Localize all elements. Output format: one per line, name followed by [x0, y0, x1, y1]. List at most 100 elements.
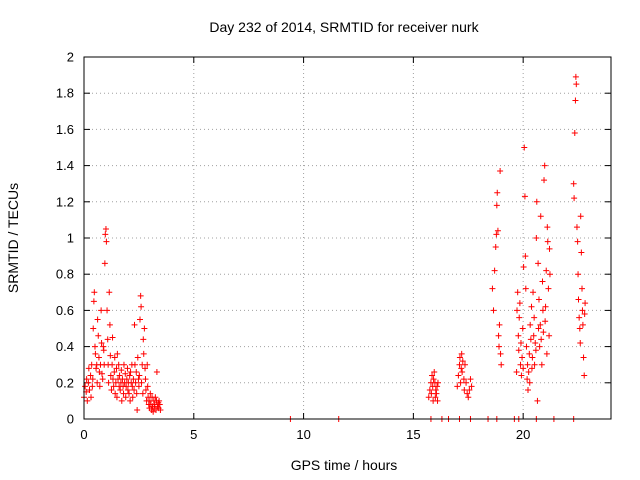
- y-axis-title: SRMTID / TECUs: [5, 183, 21, 293]
- data-point-marker: [102, 225, 109, 232]
- data-point-marker: [490, 307, 497, 314]
- x-tick-label: 10: [296, 427, 310, 442]
- data-point-marker: [534, 397, 541, 404]
- data-point-marker: [519, 354, 526, 361]
- data-point-marker: [91, 289, 98, 296]
- data-point-marker: [495, 332, 502, 339]
- data-point-marker: [574, 238, 581, 245]
- data-point-marker: [426, 387, 433, 394]
- data-point-marker: [86, 387, 93, 394]
- data-point-marker: [524, 361, 531, 368]
- data-point-marker: [120, 361, 127, 368]
- data-point-marker: [137, 292, 144, 299]
- x-tick-label: 0: [80, 427, 87, 442]
- data-point-marker: [131, 361, 138, 368]
- data-point-marker: [98, 339, 105, 346]
- data-point-marker: [538, 361, 545, 368]
- data-point-marker: [576, 325, 583, 332]
- data-point-marker: [522, 285, 529, 292]
- data-point-marker: [122, 370, 129, 377]
- data-point-marker: [581, 311, 588, 318]
- data-point-marker: [147, 390, 154, 397]
- data-point-marker: [539, 278, 546, 285]
- data-point-marker: [572, 73, 579, 80]
- data-point-marker: [120, 390, 127, 397]
- data-point-marker: [514, 289, 521, 296]
- data-point-marker: [105, 379, 112, 386]
- data-point-marker: [127, 397, 134, 404]
- data-point-marker: [156, 401, 163, 408]
- data-point-marker: [492, 244, 499, 251]
- data-point-marker: [144, 383, 151, 390]
- data-point-marker: [94, 316, 101, 323]
- y-tick-label: 1.8: [56, 86, 74, 101]
- data-point-marker: [84, 397, 91, 404]
- data-point-marker: [98, 307, 105, 314]
- data-point-marker: [459, 358, 466, 365]
- data-point-marker: [527, 321, 534, 328]
- data-point-marker: [101, 260, 108, 267]
- plot-frame: [83, 56, 612, 420]
- data-point-marker: [578, 249, 585, 256]
- data-point-marker: [102, 231, 109, 238]
- data-point-marker: [468, 383, 475, 390]
- y-tick-label: 1.4: [56, 158, 74, 173]
- data-point-marker: [140, 336, 147, 343]
- data-point-marker: [522, 253, 529, 260]
- data-point-marker: [106, 289, 113, 296]
- data-point-marker: [103, 238, 110, 245]
- grid: [84, 57, 611, 419]
- data-point-marker: [461, 361, 468, 368]
- data-point-marker: [134, 406, 141, 413]
- data-point-marker: [142, 376, 149, 383]
- data-point-marker: [93, 365, 100, 372]
- data-point-marker: [83, 376, 90, 383]
- data-point-marker: [458, 350, 465, 357]
- data-point-marker: [134, 354, 141, 361]
- data-point-marker: [88, 361, 95, 368]
- data-point-marker: [152, 394, 159, 401]
- data-point-marker: [111, 368, 118, 375]
- data-point-marker: [135, 383, 142, 390]
- x-tick-label: 15: [406, 427, 420, 442]
- data-point-marker: [491, 267, 498, 274]
- data-point-marker: [123, 376, 130, 383]
- data-point-marker: [455, 372, 462, 379]
- data-point-marker: [514, 307, 521, 314]
- data-point-marker: [467, 376, 474, 383]
- chart-title: Day 232 of 2014, SRMTID for receiver nur…: [209, 19, 479, 35]
- x-tick-labels: 0 5 10 15 20: [80, 427, 530, 442]
- data-point-marker: [489, 285, 496, 292]
- data-point-marker: [87, 372, 94, 379]
- data-point-marker: [131, 321, 138, 328]
- data-point-marker: [546, 271, 553, 278]
- data-point-marker: [538, 336, 545, 343]
- data-point-marker: [425, 394, 432, 401]
- data-point-marker: [109, 361, 116, 368]
- data-point-marker: [432, 387, 439, 394]
- y-tick-label: 1: [67, 231, 74, 246]
- data-point-marker: [138, 379, 145, 386]
- y-tick-label: 1.6: [56, 122, 74, 137]
- data-point-marker: [537, 213, 544, 220]
- data-point-marker: [104, 336, 111, 343]
- data-point-marker: [136, 372, 143, 379]
- data-point-marker: [116, 372, 123, 379]
- data-point-marker: [544, 224, 551, 231]
- data-point-marker: [114, 350, 121, 357]
- data-point-marker: [85, 365, 92, 372]
- data-point-marker: [520, 263, 527, 270]
- data-point-marker: [543, 267, 550, 274]
- data-point-marker: [579, 285, 586, 292]
- data-point-marker: [517, 339, 524, 346]
- y-tick-label: 0.8: [56, 267, 74, 282]
- data-point-marker: [546, 332, 553, 339]
- data-point-marker: [535, 296, 542, 303]
- data-point-marker: [434, 397, 441, 404]
- data-point-marker: [129, 383, 136, 390]
- data-point-marker: [90, 325, 97, 332]
- data-point-marker: [88, 394, 95, 401]
- data-point-marker: [544, 238, 551, 245]
